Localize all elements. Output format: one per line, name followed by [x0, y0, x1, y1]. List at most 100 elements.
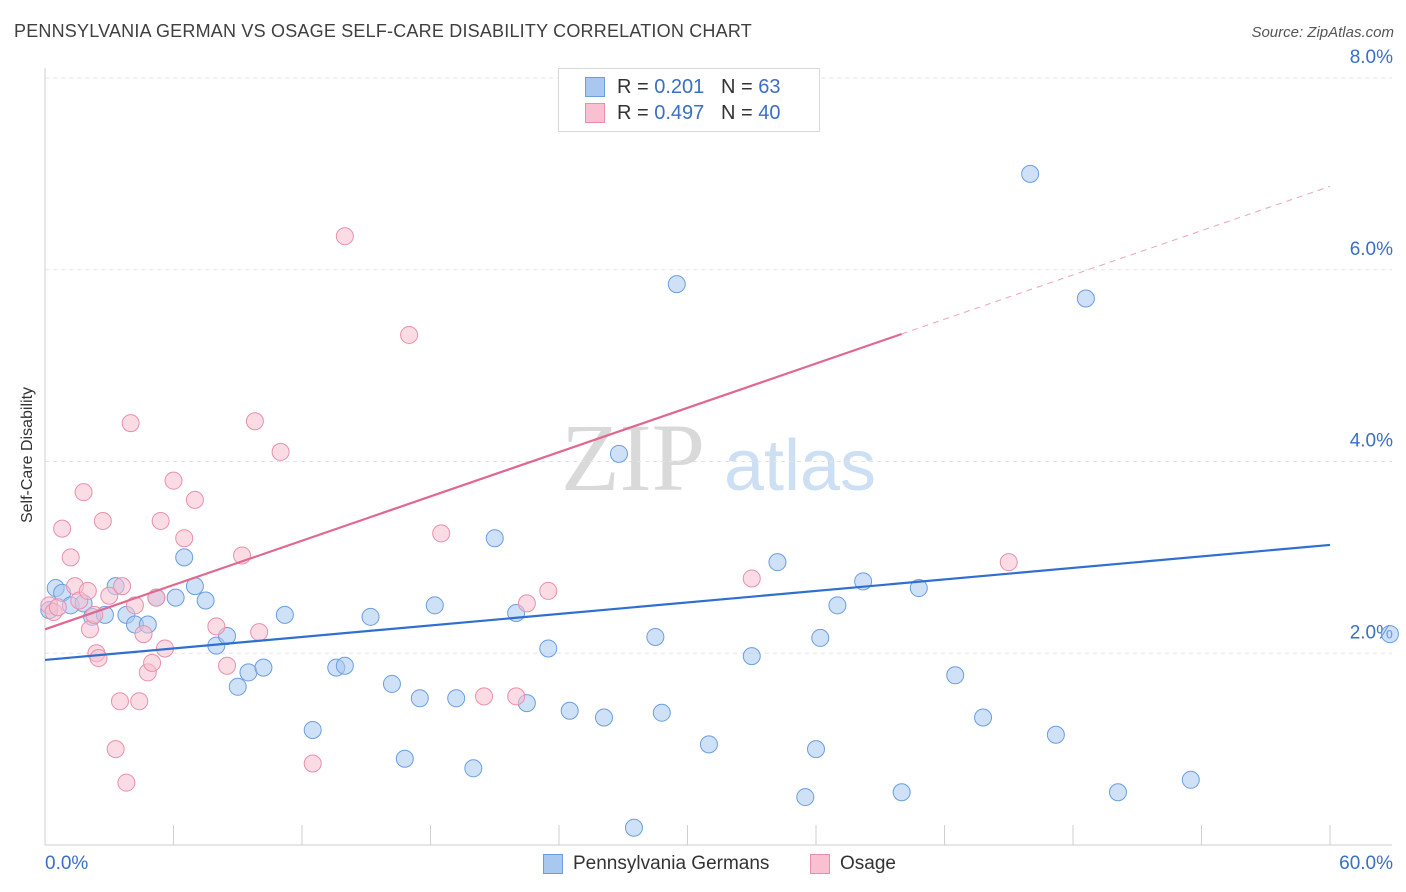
pennsylvania-point	[239, 663, 258, 682]
osage-point	[151, 511, 170, 530]
pennsylvania-point	[485, 529, 504, 548]
osage-point	[742, 569, 761, 588]
pennsylvania-point	[175, 548, 194, 567]
y-axis-title: Self-Care Disability	[19, 386, 36, 524]
osage-trend-line	[44, 332, 903, 631]
pennsylvania-point	[539, 639, 558, 658]
pennsylvania-point	[228, 677, 247, 696]
legend-swatch-blue	[585, 77, 605, 97]
osage-point	[185, 490, 204, 509]
bottom-legend-osage: Osage	[810, 852, 896, 876]
osage-point	[110, 692, 129, 711]
pennsylvania-point	[1021, 164, 1040, 183]
pennsylvania-point	[807, 740, 825, 759]
legend-row-pennsylvania: R = 0.201 N = 63	[585, 75, 780, 99]
pennsylvania-point	[382, 674, 401, 693]
r-value: 0.201	[654, 75, 705, 98]
pennsylvania-point	[667, 275, 686, 294]
y-tick-label: 8.0%	[1350, 47, 1393, 68]
osage-point	[271, 442, 290, 461]
pennsylvania-point	[892, 783, 911, 802]
pennsylvania-point	[828, 596, 847, 615]
osage-point	[475, 687, 494, 706]
pennsylvania-point	[254, 658, 273, 677]
osage-trend-extension	[901, 185, 1331, 335]
pennsylvania-point	[464, 759, 483, 778]
osage-point	[53, 519, 72, 538]
osage-point	[507, 687, 526, 706]
watermark-zip: ZIP	[561, 404, 705, 511]
osage-point	[48, 598, 67, 617]
n-label: N =	[720, 101, 753, 124]
osage-point	[89, 649, 108, 668]
pennsylvania-point	[909, 579, 928, 598]
y-tick-label: 4.0%	[1350, 431, 1393, 452]
osage-point	[100, 586, 119, 605]
pennsylvania-point	[395, 749, 414, 768]
pennsylvania-point	[335, 656, 354, 675]
pennsylvania-point	[768, 553, 787, 572]
n-value: 40	[758, 101, 781, 124]
osage-point	[121, 414, 140, 433]
pennsylvania-point	[742, 647, 761, 666]
r-value: 0.497	[654, 101, 705, 124]
pennsylvania-point	[811, 628, 830, 647]
osage-point	[245, 412, 264, 431]
pennsylvania-point	[796, 788, 815, 807]
legend-label: Pennsylvania Germans	[573, 853, 770, 874]
pennsylvania-point	[646, 627, 665, 646]
osage-point	[117, 773, 136, 792]
osage-point	[303, 754, 322, 773]
pennsylvania-point	[425, 596, 444, 615]
osage-point	[175, 529, 194, 548]
pennsylvania-point	[974, 708, 993, 727]
r-label: R =	[617, 101, 649, 124]
pennsylvania-point	[1181, 770, 1200, 789]
pennsylvania-point	[624, 818, 643, 837]
osage-point	[539, 581, 558, 600]
osage-point	[250, 623, 269, 642]
pennsylvania-point	[410, 689, 429, 708]
n-value: 63	[758, 75, 781, 98]
pennsylvania-point	[1076, 289, 1095, 308]
legend-swatch-pink	[585, 103, 605, 123]
pennsylvania-point	[447, 689, 466, 708]
osage-point	[207, 617, 226, 636]
y-tick-label: 6.0%	[1350, 239, 1393, 260]
r-label: R =	[617, 75, 649, 98]
osage-point	[130, 692, 149, 711]
pennsylvania-trend-line	[44, 543, 1331, 662]
legend-swatch-blue	[543, 854, 563, 874]
osage-point	[335, 227, 354, 246]
bottom-legend-pennsylvania: Pennsylvania Germans	[543, 852, 769, 876]
osage-point	[106, 740, 125, 759]
watermark-atlas: atlas	[724, 426, 876, 506]
x-tick-label: 60.0%	[1339, 853, 1393, 874]
pennsylvania-point	[946, 666, 965, 685]
osage-point	[93, 511, 112, 530]
pennsylvania-point	[609, 444, 628, 463]
pennsylvania-point	[699, 735, 718, 754]
chart-title: PENNSYLVANIA GERMAN VS OSAGE SELF-CARE D…	[14, 21, 752, 41]
osage-point	[61, 548, 80, 567]
legend-swatch-pink	[810, 854, 830, 874]
osage-point	[143, 653, 162, 672]
pennsylvania-point	[1380, 625, 1399, 644]
pennsylvania-point	[303, 720, 322, 739]
osage-point	[517, 594, 536, 613]
pennsylvania-point	[560, 701, 579, 720]
osage-point	[78, 581, 97, 600]
pennsylvania-point	[275, 605, 294, 624]
pennsylvania-point	[166, 588, 185, 607]
osage-point	[400, 325, 419, 344]
pennsylvania-point	[196, 591, 215, 610]
pennsylvania-point	[361, 607, 380, 626]
stats-legend: R = 0.201 N = 63 R = 0.497 N = 40	[558, 68, 820, 132]
osage-point	[134, 625, 153, 644]
osage-point	[432, 524, 451, 543]
pennsylvania-point	[1046, 725, 1065, 744]
osage-point	[999, 553, 1018, 572]
source-label: Source: ZipAtlas.com	[1251, 24, 1394, 41]
x-tick-label: 0.0%	[45, 853, 88, 874]
